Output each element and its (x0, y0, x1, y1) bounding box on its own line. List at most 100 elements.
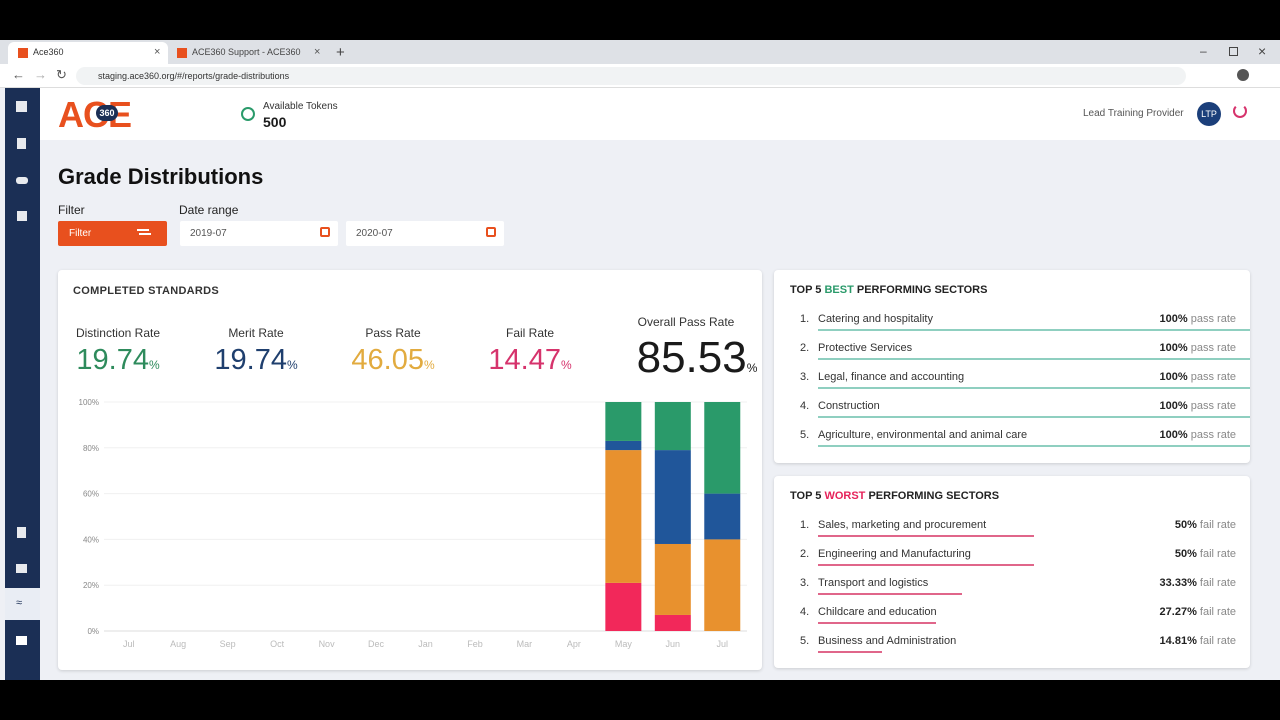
stat-unit: % (148, 358, 160, 372)
nav-icon[interactable] (16, 636, 27, 645)
nav-active[interactable] (5, 588, 40, 620)
reload[interactable]: ↻ (56, 67, 67, 82)
x-tick-label: Jan (418, 639, 433, 649)
y-tick-label: 60% (83, 490, 99, 499)
role: Lead Training Provider (1083, 108, 1184, 119)
stat-unit: % (423, 358, 435, 372)
sector-rate: 50% fail rate (1060, 519, 1236, 531)
nav-icon[interactable] (16, 177, 28, 184)
sector-name: Legal, finance and accounting (818, 371, 965, 383)
title-start: TOP 5 (790, 490, 822, 502)
url-box[interactable] (76, 67, 1186, 85)
logo: ACE (58, 94, 132, 135)
x-tick-label: Oct (270, 639, 285, 649)
rate-suffix: pass rate (1190, 371, 1236, 383)
minimize[interactable]: – (1200, 44, 1207, 58)
sector-rate: 33.33% fail rate (1060, 577, 1236, 589)
x-tick-label: Dec (368, 639, 385, 649)
tab-title[interactable]: ACE360 Support - ACE360 (192, 47, 301, 57)
rate-line (818, 622, 936, 624)
filter-icon (137, 229, 149, 231)
bar-segment (605, 402, 642, 441)
tab-title: Ace360 (33, 47, 64, 57)
date-from[interactable] (180, 221, 338, 246)
close-window[interactable]: × (1258, 43, 1267, 59)
nav-icon[interactable] (17, 527, 26, 538)
rate-suffix: fail rate (1199, 548, 1236, 560)
x-tick-label: Aug (170, 639, 186, 649)
stat-number: 14.47 (488, 344, 561, 376)
title-start: TOP 5 (790, 284, 822, 296)
x-tick-label: Apr (567, 639, 581, 649)
y-tick-label: 0% (87, 627, 99, 636)
bar-segment (654, 614, 691, 631)
logout[interactable] (1233, 104, 1247, 118)
rate-suffix: fail rate (1199, 577, 1236, 589)
sector-name: Engineering and Manufacturing (818, 548, 971, 560)
maximize[interactable] (1229, 47, 1238, 56)
stat-number: 19.74 (214, 344, 287, 376)
bar-segment (654, 543, 691, 615)
nav-back[interactable]: ← (12, 67, 25, 82)
date-to[interactable] (346, 221, 504, 246)
bar-segment (605, 440, 642, 451)
new-tab[interactable]: + (336, 44, 345, 61)
card-title: COMPLETED STANDARDS (73, 285, 220, 297)
bar-segment (605, 450, 642, 583)
sector-rate: 27.27% fail rate (1060, 606, 1236, 618)
stat-label: Overall Pass Rate (637, 315, 735, 329)
nav-icon[interactable] (16, 101, 27, 112)
bar-segment (654, 402, 691, 451)
title-highlight: WORST (824, 490, 866, 502)
rank: 4. (800, 400, 810, 412)
filter-button[interactable] (58, 221, 167, 246)
tab[interactable] (8, 42, 168, 64)
rate-suffix: fail rate (1199, 635, 1236, 647)
sector-name: Protective Services (818, 342, 913, 354)
bar-segment (654, 450, 691, 544)
stat-value: 46.05% (293, 344, 493, 377)
stat-number: 19.74 (76, 344, 149, 376)
profile[interactable] (1237, 69, 1249, 81)
avatar[interactable]: LTP (1197, 102, 1221, 126)
completed-card (58, 270, 762, 670)
url: staging.ace360.org/#/reports/grade-distr… (98, 71, 290, 81)
sector-rate: 100% pass rate (1060, 400, 1236, 412)
calendar-icon[interactable] (486, 227, 496, 237)
nav-icon[interactable] (16, 564, 27, 573)
rank: 2. (800, 342, 810, 354)
nav-icon[interactable] (17, 211, 27, 221)
sector-name: Transport and logistics (818, 577, 929, 589)
nav-forward[interactable]: → (34, 67, 47, 82)
tab-bar (0, 40, 1280, 64)
rate: 50% (1174, 548, 1197, 560)
rate-suffix: fail rate (1199, 519, 1236, 531)
rate-line (818, 358, 1250, 360)
stat-value: 19.74% (156, 344, 356, 377)
stat-unit: % (560, 358, 572, 372)
rate: 33.33% (1159, 577, 1197, 589)
filter-label: Filter (58, 203, 85, 217)
stat-label: Fail Rate (505, 326, 555, 340)
sector-rate: 100% pass rate (1060, 342, 1236, 354)
sector-name: Catering and hospitality (818, 313, 933, 325)
sector-title: TOP 5 BEST PERFORMING SECTORS (790, 284, 987, 296)
rank: 3. (800, 371, 810, 383)
rate-line (818, 564, 1034, 566)
bar-segment (704, 402, 741, 494)
sector-name: Construction (818, 400, 880, 412)
calendar-icon[interactable] (320, 227, 330, 237)
rate-suffix: pass rate (1190, 342, 1236, 354)
sector-name: Childcare and education (818, 606, 937, 618)
tab-close[interactable]: × (314, 46, 321, 58)
tab-close[interactable]: × (154, 46, 161, 58)
sector-rate: 100% pass rate (1060, 371, 1236, 383)
rate: 100% (1159, 429, 1188, 441)
x-tick-label: Feb (467, 639, 483, 649)
rate: 100% (1159, 342, 1188, 354)
rate-suffix: pass rate (1190, 429, 1236, 441)
rate-suffix: pass rate (1190, 313, 1236, 325)
nav-icon[interactable] (17, 138, 26, 149)
